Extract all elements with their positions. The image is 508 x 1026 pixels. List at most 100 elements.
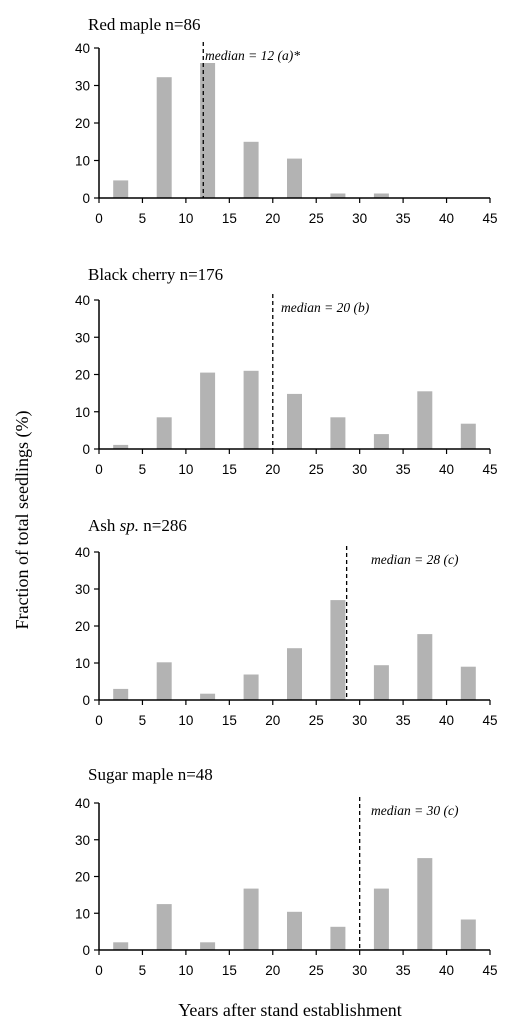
x-tick-label: 35 <box>396 462 411 477</box>
x-tick-label: 35 <box>396 963 411 978</box>
x-tick-label: 0 <box>95 211 103 226</box>
bar <box>287 393 302 449</box>
y-tick-label: 40 <box>75 293 90 308</box>
panel-title: Sugar maple n=48 <box>88 765 213 784</box>
y-tick-label: 30 <box>75 79 90 94</box>
x-tick-label: 20 <box>265 462 280 477</box>
x-tick-label: 25 <box>309 211 324 226</box>
bar <box>156 417 172 449</box>
bar <box>113 180 129 198</box>
bar <box>200 63 216 198</box>
x-tick-label: 5 <box>139 462 147 477</box>
bar <box>243 888 259 950</box>
x-tick-label: 45 <box>482 713 497 728</box>
x-tick-label: 5 <box>139 713 147 728</box>
y-tick-label: 20 <box>75 870 90 885</box>
y-tick-label: 10 <box>75 656 90 671</box>
y-axis-label: Fraction of total seedlings (%) <box>12 411 33 630</box>
x-tick-label: 10 <box>178 462 193 477</box>
x-tick-label: 45 <box>482 211 497 226</box>
bar <box>200 372 216 449</box>
bar <box>417 634 433 700</box>
bar <box>156 77 172 198</box>
bar <box>460 919 476 950</box>
y-tick-label: 10 <box>75 405 90 420</box>
x-tick-label: 40 <box>439 963 454 978</box>
x-tick-label: 40 <box>439 211 454 226</box>
bar <box>330 600 346 700</box>
y-tick-label: 20 <box>75 619 90 634</box>
x-tick-label: 0 <box>95 713 103 728</box>
median-label: median = 28 (c) <box>371 552 459 567</box>
x-axis-label: Years after stand establishment <box>178 1000 402 1020</box>
x-tick-label: 45 <box>482 963 497 978</box>
bar <box>113 688 129 700</box>
bar <box>243 141 259 199</box>
x-tick-label: 0 <box>95 963 103 978</box>
chart-panel: Red maple n=86 0 10 20 30 40 0 5 10 15 20 25 30 35 40 4… <box>75 15 498 226</box>
bar <box>200 942 216 950</box>
x-tick-label: 15 <box>222 211 237 226</box>
bar <box>243 370 259 449</box>
bar <box>156 904 172 950</box>
panel-title: Black cherry n=176 <box>88 265 223 284</box>
x-tick-label: 5 <box>139 963 147 978</box>
y-tick-label: 0 <box>82 191 90 206</box>
x-tick-label: 20 <box>265 211 280 226</box>
bar <box>113 942 129 950</box>
bar <box>287 911 302 950</box>
x-tick-label: 0 <box>95 462 103 477</box>
chart-panel: Sugar maple n=48 0 10 20 30 40 0 5 10 15 20 25 30 35 4… <box>75 765 498 978</box>
x-tick-label: 20 <box>265 963 280 978</box>
bar <box>460 666 476 700</box>
bar <box>156 662 172 700</box>
bar <box>287 648 302 700</box>
y-tick-label: 30 <box>75 330 90 345</box>
bar <box>330 193 346 198</box>
bar <box>417 858 433 950</box>
y-tick-label: 40 <box>75 796 90 811</box>
y-tick-label: 30 <box>75 582 90 597</box>
x-tick-label: 15 <box>222 963 237 978</box>
chart-panels: Red maple n=86 0 10 20 30 40 0 5 10 15 20 25 30 35 40 4… <box>75 15 498 978</box>
bar <box>330 417 346 449</box>
bar <box>373 193 389 198</box>
y-tick-label: 0 <box>82 943 90 958</box>
bar <box>417 391 433 449</box>
x-tick-label: 5 <box>139 211 147 226</box>
x-tick-label: 30 <box>352 713 367 728</box>
x-tick-label: 35 <box>396 713 411 728</box>
panel-title: Red maple n=86 <box>88 15 201 34</box>
bar <box>460 423 476 449</box>
x-tick-label: 35 <box>396 211 411 226</box>
x-tick-label: 40 <box>439 462 454 477</box>
bar <box>113 444 129 449</box>
median-label: median = 30 (c) <box>371 803 459 818</box>
chart-panel: Ash sp. n=286 0 10 20 30 40 0 5 10 15 20 25 30 35 40 45… <box>75 516 498 728</box>
y-tick-label: 10 <box>75 906 90 921</box>
bar <box>373 888 389 950</box>
x-tick-label: 15 <box>222 713 237 728</box>
y-tick-label: 0 <box>82 693 90 708</box>
y-tick-label: 30 <box>75 833 90 848</box>
y-tick-label: 0 <box>82 442 90 457</box>
x-tick-label: 25 <box>309 713 324 728</box>
y-tick-label: 20 <box>75 116 90 131</box>
x-tick-label: 30 <box>352 963 367 978</box>
y-tick-label: 40 <box>75 41 90 56</box>
chart-panel: Black cherry n=176 0 10 20 30 40 0 5 10 15 20 25 30 3… <box>75 265 498 477</box>
x-tick-label: 40 <box>439 713 454 728</box>
x-tick-label: 25 <box>309 462 324 477</box>
y-tick-label: 20 <box>75 368 90 383</box>
bar <box>243 674 259 700</box>
bar <box>373 434 389 449</box>
x-tick-label: 25 <box>309 963 324 978</box>
median-label: median = 12 (a)* <box>205 48 300 63</box>
y-tick-label: 10 <box>75 154 90 169</box>
x-tick-label: 10 <box>178 713 193 728</box>
y-tick-label: 40 <box>75 545 90 560</box>
bar <box>330 926 346 950</box>
x-tick-label: 30 <box>352 462 367 477</box>
x-tick-label: 10 <box>178 963 193 978</box>
